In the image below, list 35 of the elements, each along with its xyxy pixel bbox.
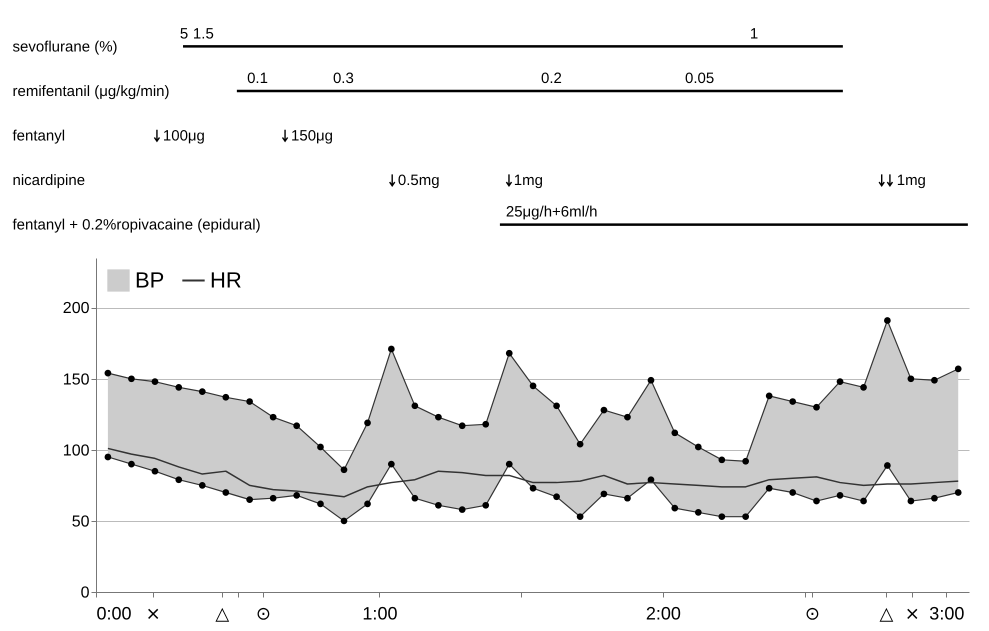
x-tick-label: 0:00 (96, 604, 132, 624)
y-tick-label: remifentanil (μg/kg/min) (12, 82, 170, 100)
legend-label: HR (210, 268, 242, 292)
x-tick-label: ⊙ (804, 604, 820, 624)
annotation: 5 (180, 25, 188, 42)
annotation: 25μg/h+6ml/h (506, 204, 598, 221)
x-tick-label: 2:00 (646, 604, 681, 624)
y-tick-label: 200 (62, 300, 90, 318)
x-tick-label: ⊙ (256, 604, 271, 624)
x-tick-label: × (904, 604, 920, 624)
annotation: 1mg (514, 172, 543, 190)
annotation: 100μg (162, 128, 205, 144)
annotation: 1mg (896, 172, 926, 190)
y-tick-label: 0 (80, 584, 90, 602)
y-tick-label: fentanyl + 0.2%ropivacaine (epidural) (12, 216, 261, 234)
annotation: 0.5mg (398, 172, 440, 190)
annotation: 0.05 (684, 70, 714, 87)
annotation: 0.3 (332, 70, 354, 87)
annotation: 1.5 (192, 25, 214, 42)
x-tick-label: 1:00 (362, 604, 398, 624)
y-tick-label: fentanyl (12, 128, 66, 144)
y-tick-label: nicardipine (12, 172, 86, 190)
annotation: 0.1 (247, 70, 268, 87)
x-tick-label: △ (215, 604, 230, 624)
x-tick-label: 3:00 (929, 604, 964, 624)
annotation: 0.2 (541, 70, 562, 87)
y-tick-label: 50 (72, 513, 90, 530)
y-tick-label: sevoflurane (%) (12, 38, 118, 56)
y-tick-label: 100 (62, 442, 90, 460)
x-tick-label: × (146, 604, 161, 624)
legend-label: BP (135, 268, 164, 292)
annotation: 1 (750, 25, 758, 42)
x-tick-label: △ (880, 604, 894, 624)
annotation: 150μg (291, 128, 334, 144)
y-tick-label: 150 (62, 371, 90, 388)
